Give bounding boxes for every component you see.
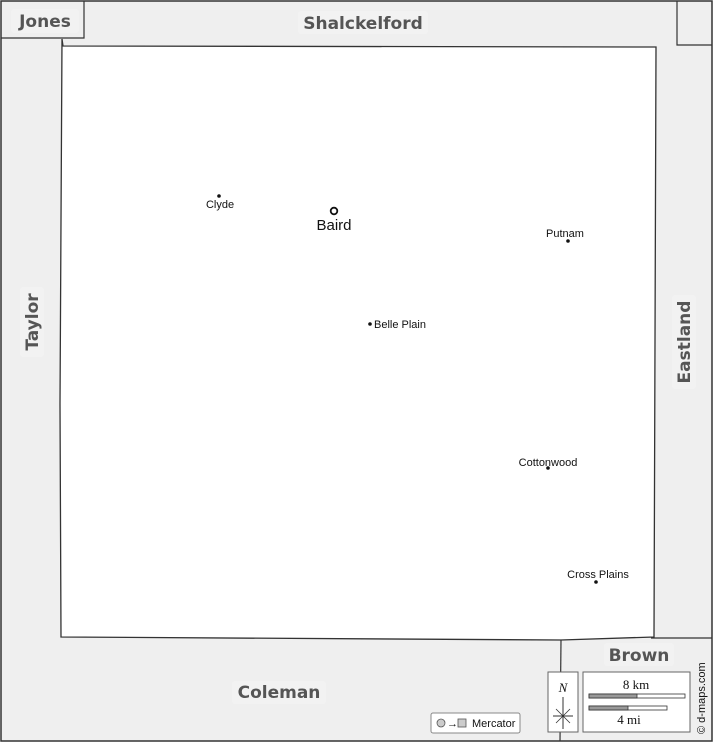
baird-seat-marker	[329, 206, 339, 216]
county-label-brown: Brown	[609, 646, 670, 666]
putnam-marker	[566, 239, 570, 243]
county-label-jones: Jones	[18, 12, 71, 32]
place-label-clyde: Clyde	[206, 199, 234, 211]
place-label-belle-plain: Belle Plain	[374, 319, 426, 331]
arrow-icon: →	[447, 718, 458, 730]
north-label: N	[558, 680, 569, 695]
projection-badge: → Mercator	[430, 712, 521, 734]
county-label-taylor: Taylor	[23, 293, 43, 351]
belle-plain-marker	[368, 322, 372, 326]
scale-km-bar-fill	[588, 693, 638, 699]
eastland-label-bg	[672, 295, 696, 389]
clyde-marker	[217, 194, 221, 198]
cottonwood-marker	[546, 466, 550, 470]
callahan-county-area	[59, 38, 657, 641]
place-label-cross-plains: Cross Plains	[567, 569, 629, 581]
place-label-putnam: Putnam	[546, 228, 584, 240]
county-label-coleman: Coleman	[238, 683, 321, 703]
scale-label-km: 8 km	[623, 677, 649, 692]
north-arrow-diag-2	[555, 708, 571, 724]
cross-plains-marker	[594, 580, 598, 584]
scale-bar: 8 km 4 mi	[582, 671, 691, 733]
jones-label-bg	[11, 9, 79, 33]
northeast-boundary	[676, 1, 712, 46]
credit-text: © d-maps.com	[696, 662, 708, 734]
north-arrow: N	[547, 671, 579, 733]
place-label-baird: Baird	[316, 217, 351, 234]
jones-boundary	[1, 1, 85, 39]
scale-box	[582, 671, 691, 733]
brown-label-bg	[604, 643, 674, 666]
scale-mi-bar-fill	[588, 705, 629, 711]
county-label-shackelford: Shalckelford	[303, 14, 423, 34]
projection-badge-box	[430, 712, 521, 734]
shackelford-label-bg	[298, 11, 428, 34]
projection-square-icon	[457, 718, 467, 728]
coleman-label-bg	[232, 681, 326, 704]
taylor-label-bg	[20, 287, 44, 357]
scale-label-mi: 4 mi	[617, 712, 641, 727]
place-label-cottonwood: Cottonwood	[519, 457, 578, 469]
county-label-eastland: Eastland	[675, 301, 695, 384]
globe-icon	[436, 718, 446, 728]
projection-label: Mercator	[472, 718, 516, 730]
